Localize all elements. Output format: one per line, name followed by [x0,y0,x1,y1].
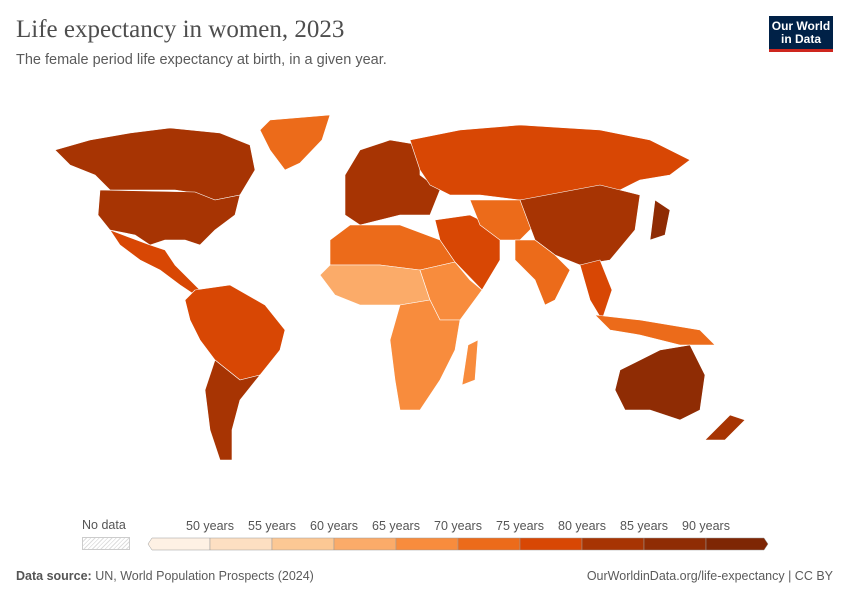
region-middle-east[interactable] [434,214,501,291]
region-madagascar[interactable] [461,339,479,386]
legend-tick-label: 70 years [434,519,482,533]
data-source: Data source: UN, World Population Prospe… [16,569,314,583]
legend-bin[interactable] [395,537,459,551]
legend-tick-label: 55 years [248,519,296,533]
region-canada[interactable] [54,127,256,201]
chart-subtitle: The female period life expectancy at bir… [16,52,387,68]
owid-logo[interactable]: Our World in Data [769,16,833,52]
legend-tick-label: 60 years [310,519,358,533]
source-label: Data source: [16,569,92,583]
region-russia[interactable] [409,124,691,201]
legend-tick-label: 85 years [620,519,668,533]
region-southeast-asia[interactable] [579,259,613,321]
chart-title: Life expectancy in women, 2023 [16,16,345,43]
region-south-america-south[interactable] [204,359,261,461]
no-data-label: No data [82,518,126,532]
region-south-america-north[interactable] [184,284,286,381]
legend-bin[interactable] [581,537,645,551]
color-legend: 50 years 55 years 60 years 65 years 70 years… [147,519,769,551]
region-europe[interactable] [344,139,441,226]
region-southern-africa[interactable] [389,299,461,411]
legend-bin[interactable] [209,537,273,551]
region-west-africa[interactable] [319,264,431,306]
source-link[interactable]: OurWorldinData.org/life-expectancy | CC … [586,569,833,583]
legend-tick-label: 90 years [682,519,730,533]
source-text: UN, World Population Prospects (2024) [95,569,314,583]
world-map[interactable] [0,90,850,510]
legend-tick-label: 80 years [558,519,606,533]
legend-tick-label: 65 years [372,519,420,533]
legend-tick-label: 75 years [496,519,544,533]
region-japan-korea[interactable] [649,199,671,241]
legend-tick-label: 50 years [186,519,234,533]
legend-bin[interactable] [457,537,521,551]
region-new-zealand[interactable] [704,414,746,441]
region-north-africa[interactable] [329,224,456,271]
legend-bin[interactable] [705,537,769,551]
legend-bin[interactable] [643,537,707,551]
region-india[interactable] [514,239,571,306]
region-australia[interactable] [614,344,706,421]
region-indonesia[interactable] [594,314,716,346]
legend-bin[interactable] [519,537,583,551]
no-data-swatch [82,537,130,550]
region-greenland[interactable] [259,114,331,171]
legend-bin[interactable] [333,537,397,551]
region-usa[interactable] [97,189,241,246]
legend-bin[interactable] [147,537,211,551]
legend-bin[interactable] [271,537,335,551]
